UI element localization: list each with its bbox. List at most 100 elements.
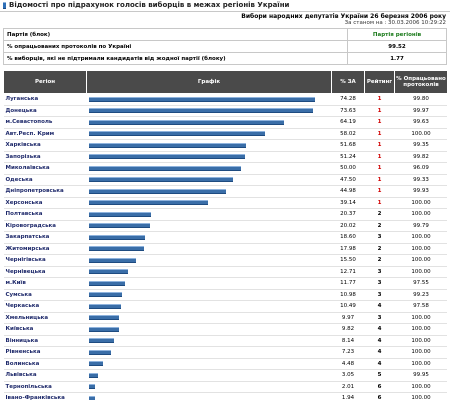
bar-cell xyxy=(86,162,332,175)
table-row[interactable]: Івано-Франківська 1.94 6 100.00 xyxy=(3,392,447,400)
processed-value: 99.80 xyxy=(394,93,447,106)
rank-value: 1 xyxy=(364,197,395,209)
table-row[interactable]: Харківська 51.68 1 99.35 xyxy=(3,139,447,152)
title-divider xyxy=(0,11,450,12)
table-row[interactable]: Донецька 73.63 1 99.97 xyxy=(3,105,447,117)
percent-value: 9.97 xyxy=(331,312,365,324)
region-name[interactable]: Львівська xyxy=(3,369,87,382)
percent-value: 10.49 xyxy=(331,300,365,313)
party-value[interactable]: Партія регіонів xyxy=(347,28,447,41)
region-name[interactable]: Житомирська xyxy=(3,243,87,255)
table-row[interactable]: Хмельницька 9.97 3 100.00 xyxy=(3,312,447,324)
processed-value: 100.00 xyxy=(394,254,447,267)
percent-value: 73.63 xyxy=(331,105,365,117)
table-row[interactable]: Херсонська 39.14 1 100.00 xyxy=(3,197,447,209)
table-row[interactable]: Кіровоградська 20.02 2 99.79 xyxy=(3,220,447,232)
processed-value: 99.97 xyxy=(394,105,447,117)
result-bar xyxy=(88,131,265,137)
table-row[interactable]: м.Севастополь 64.19 1 99.63 xyxy=(3,116,447,129)
table-row[interactable]: Черкаська 10.49 4 97.58 xyxy=(3,300,447,313)
table-row[interactable]: Миколаївська 50.00 1 96.09 xyxy=(3,162,447,175)
bar-cell xyxy=(86,335,332,347)
region-name[interactable]: м.Севастополь xyxy=(3,116,87,129)
processed-value: 96.09 xyxy=(394,162,447,175)
region-name[interactable]: Одеська xyxy=(3,174,87,186)
processed-value: 97.58 xyxy=(394,300,447,313)
column-header-region[interactable]: Регіон xyxy=(3,70,87,94)
processed-value: 100.00 xyxy=(394,392,447,400)
bar-cell xyxy=(86,243,332,255)
table-row[interactable]: Вінницька 8.14 4 100.00 xyxy=(3,335,447,347)
table-row[interactable]: Львівська 3.05 5 99.95 xyxy=(3,369,447,382)
table-row[interactable]: Рівненська 7.23 4 100.00 xyxy=(3,346,447,359)
region-name[interactable]: Миколаївська xyxy=(3,162,87,175)
election-name: Вибори народних депутатів України 26 бер… xyxy=(241,13,446,20)
table-row[interactable]: Дніпропетровська 44.98 1 99.93 xyxy=(3,185,447,198)
processed-value: 100.00 xyxy=(394,381,447,393)
region-name[interactable]: Полтавська xyxy=(3,208,87,221)
table-row[interactable]: Чернівецька 12.71 3 100.00 xyxy=(3,266,447,278)
region-name[interactable]: Запорізька xyxy=(3,151,87,163)
region-name[interactable]: Вінницька xyxy=(3,335,87,347)
result-bar xyxy=(88,200,208,206)
party-label: Партія (блок) xyxy=(3,28,348,41)
rank-value: 6 xyxy=(364,392,395,400)
percent-value: 51.24 xyxy=(331,151,365,163)
table-row[interactable]: Тернопільська 2.01 6 100.00 xyxy=(3,381,447,393)
result-bar xyxy=(88,142,246,148)
column-header-percent[interactable]: % ЗА xyxy=(331,70,365,94)
region-name[interactable]: Херсонська xyxy=(3,197,87,209)
bar-cell xyxy=(86,266,332,278)
table-row[interactable]: м.Київ 11.77 3 97.55 xyxy=(3,277,447,290)
percent-value: 17.98 xyxy=(331,243,365,255)
info-row-party: Партія (блок) Партія регіонів xyxy=(3,28,447,41)
result-bar xyxy=(88,326,119,332)
rank-value: 3 xyxy=(364,266,395,278)
table-row[interactable]: Сумська 10.98 3 99.23 xyxy=(3,289,447,301)
column-header-rank[interactable]: Рейтинг xyxy=(364,70,395,94)
region-name[interactable]: Харківська xyxy=(3,139,87,152)
region-name[interactable]: Київська xyxy=(3,323,87,336)
result-bar xyxy=(88,154,245,160)
rank-value: 2 xyxy=(364,220,395,232)
percent-value: 9.82 xyxy=(331,323,365,336)
region-name[interactable]: Волинська xyxy=(3,358,87,370)
region-name[interactable]: Кіровоградська xyxy=(3,220,87,232)
table-row[interactable]: Волинська 4.48 4 100.00 xyxy=(3,358,447,370)
table-row[interactable]: Закарпатська 18.60 3 100.00 xyxy=(3,231,447,244)
rank-value: 3 xyxy=(364,312,395,324)
region-name[interactable]: Чернівецька xyxy=(3,266,87,278)
bar-cell xyxy=(86,289,332,301)
table-row[interactable]: Авт.Респ. Крим 58.02 1 100.00 xyxy=(3,128,447,140)
rank-value: 4 xyxy=(364,335,395,347)
result-bar xyxy=(88,211,151,217)
table-row[interactable]: Полтавська 20.37 2 100.00 xyxy=(3,208,447,221)
table-row[interactable]: Одеська 47.50 1 99.33 xyxy=(3,174,447,186)
region-name[interactable]: Луганська xyxy=(3,93,87,106)
region-name[interactable]: Чернігівська xyxy=(3,254,87,267)
table-row[interactable]: Чернігівська 15.50 2 100.00 xyxy=(3,254,447,267)
region-name[interactable]: Сумська xyxy=(3,289,87,301)
bar-cell xyxy=(86,220,332,232)
region-name[interactable]: Закарпатська xyxy=(3,231,87,244)
region-name[interactable]: Хмельницька xyxy=(3,312,87,324)
region-name[interactable]: Дніпропетровська xyxy=(3,185,87,198)
region-name[interactable]: Черкаська xyxy=(3,300,87,313)
table-row[interactable]: Київська 9.82 4 100.00 xyxy=(3,323,447,336)
region-name[interactable]: Рівненська xyxy=(3,346,87,359)
column-header-processed[interactable]: % Опрацьовано протоколів xyxy=(394,70,447,94)
result-bar xyxy=(88,384,95,390)
bar-cell xyxy=(86,93,332,106)
result-bar xyxy=(88,234,145,240)
table-row[interactable]: Луганська 74.28 1 99.80 xyxy=(3,93,447,106)
rank-value: 4 xyxy=(364,358,395,370)
region-name[interactable]: м.Київ xyxy=(3,277,87,290)
region-name[interactable]: Івано-Франківська xyxy=(3,392,87,400)
table-row[interactable]: Запорізька 51.24 1 99.82 xyxy=(3,151,447,163)
table-row[interactable]: Житомирська 17.98 2 100.00 xyxy=(3,243,447,255)
results-table-container[interactable]: Регіон Графік % ЗА Рейтинг % Опрацьовано… xyxy=(3,70,447,400)
region-name[interactable]: Донецька xyxy=(3,105,87,117)
result-bar xyxy=(88,223,150,229)
region-name[interactable]: Тернопільська xyxy=(3,381,87,393)
region-name[interactable]: Авт.Респ. Крим xyxy=(3,128,87,140)
